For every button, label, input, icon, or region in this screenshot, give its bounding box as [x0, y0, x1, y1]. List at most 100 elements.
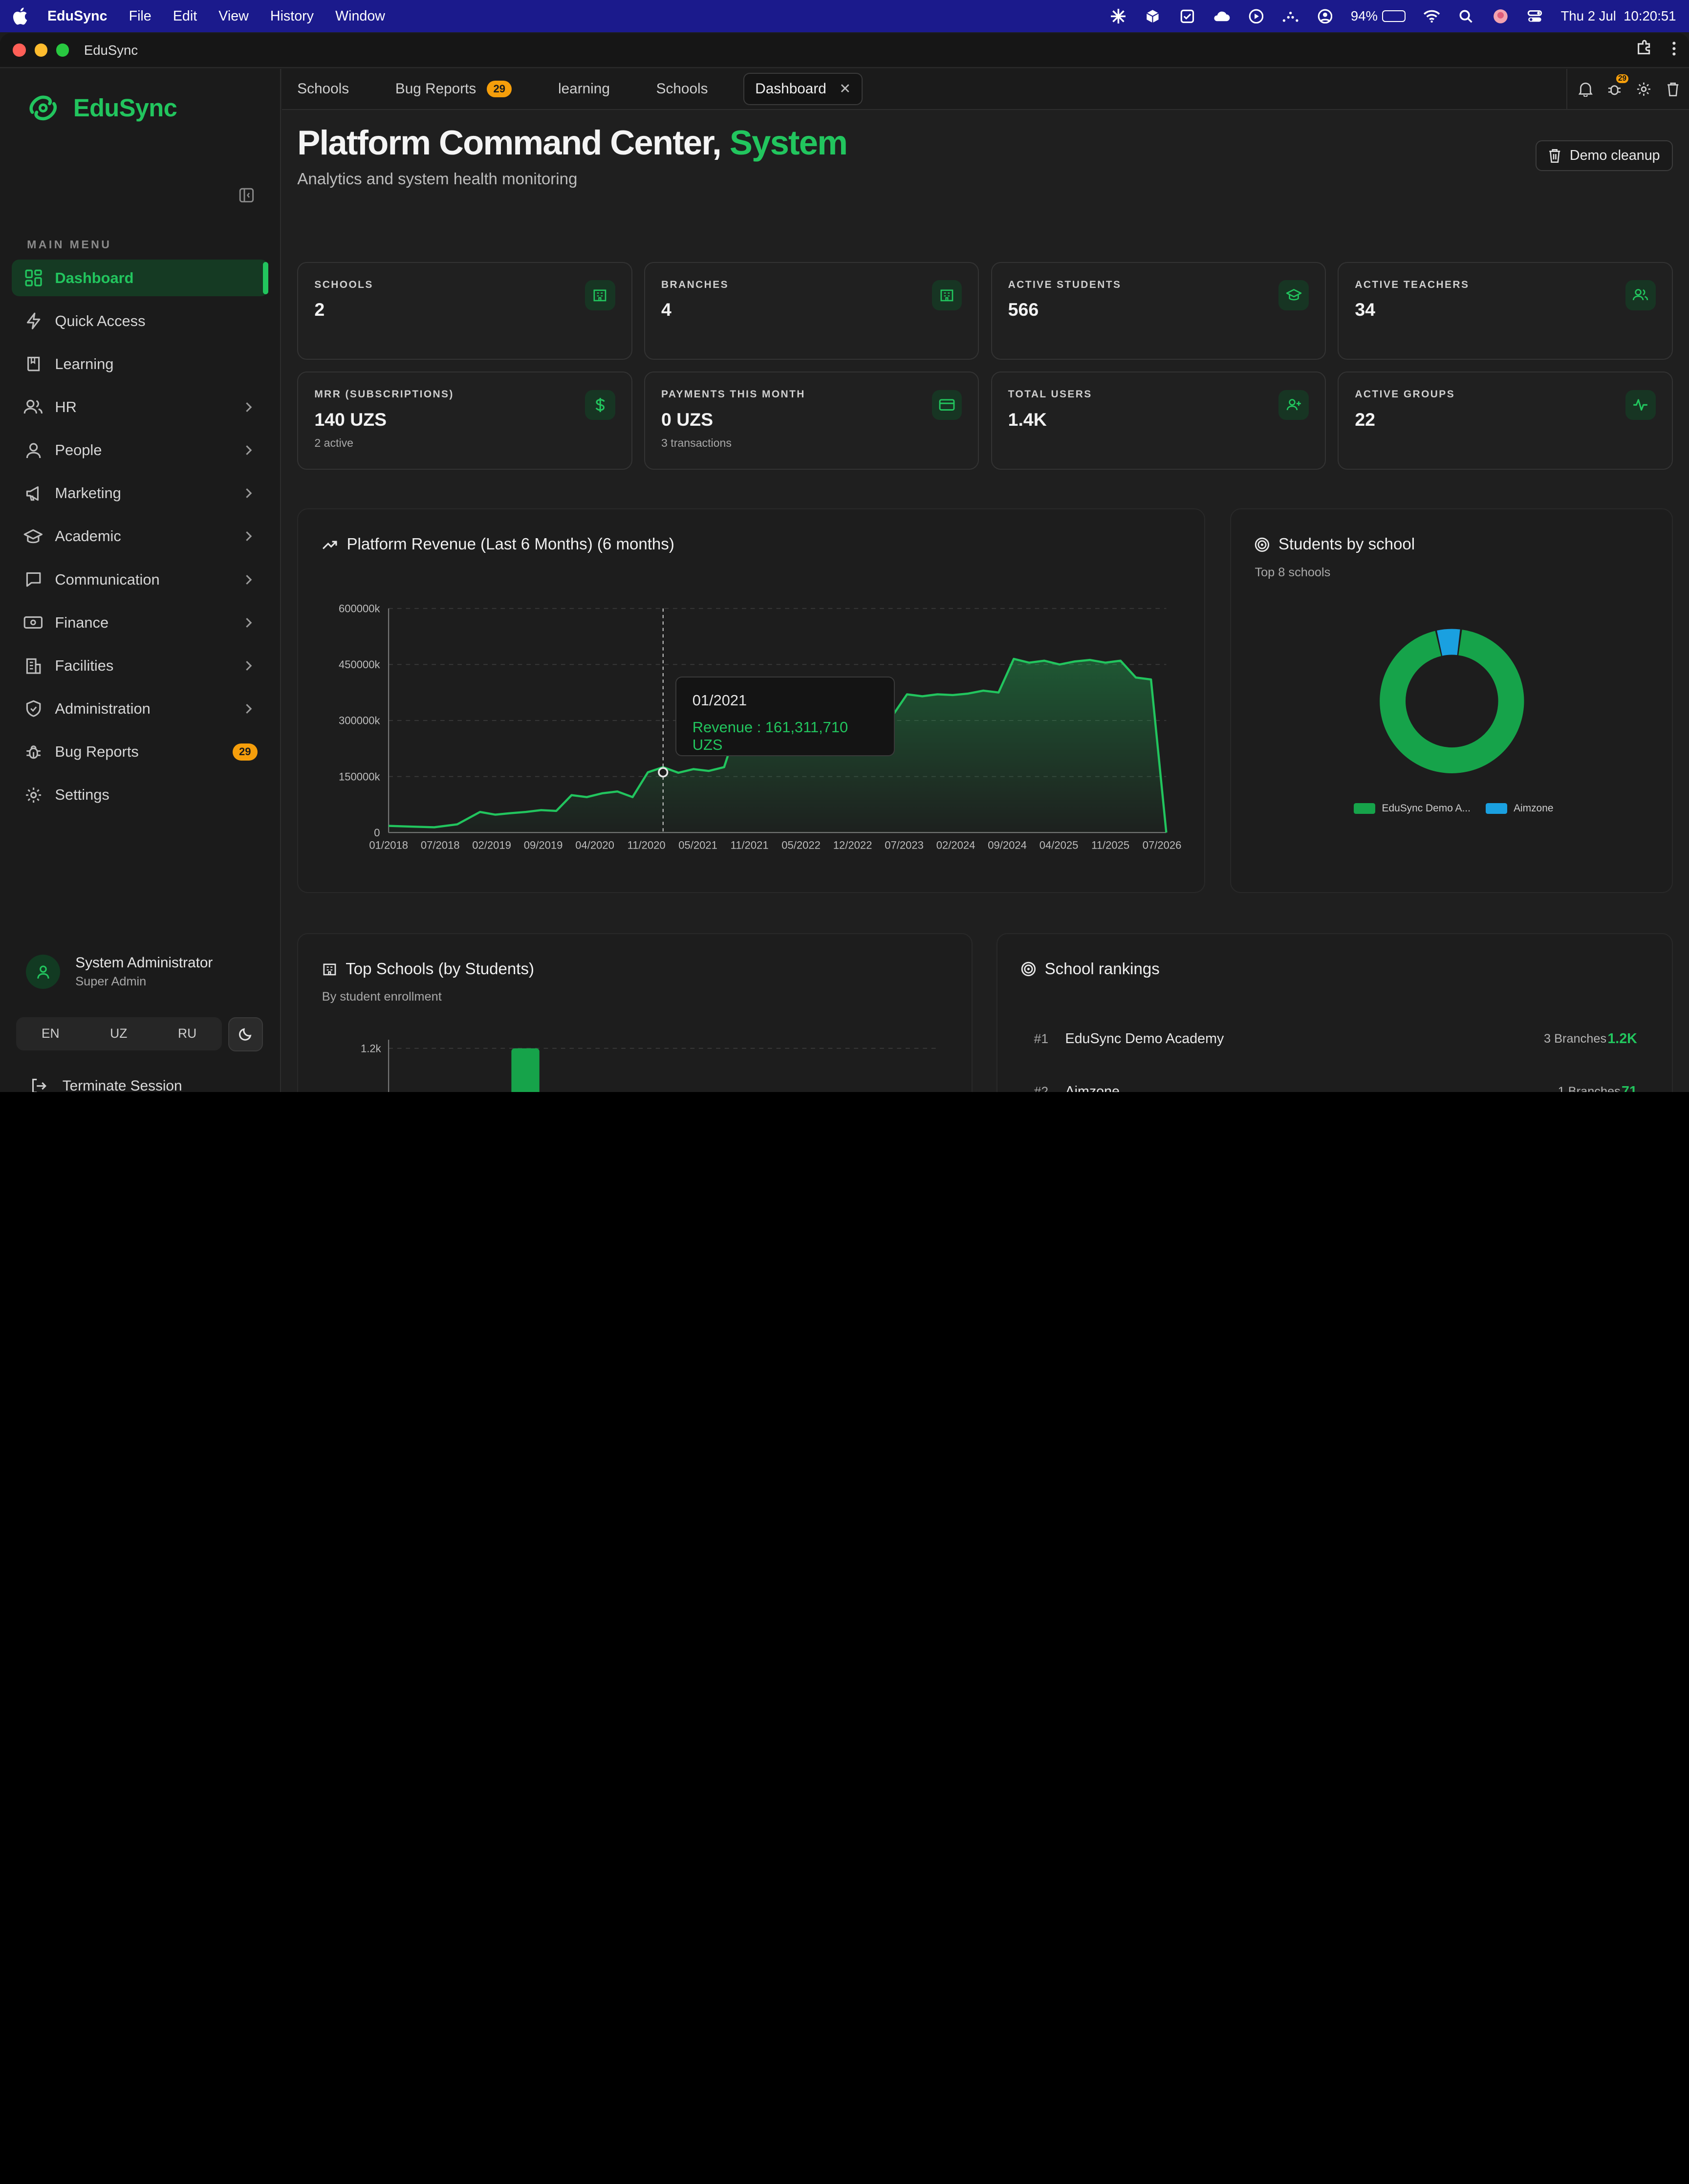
- sidebar-item-finance[interactable]: Finance: [12, 604, 268, 641]
- sidebar-item-hr[interactable]: HR: [12, 389, 268, 426]
- main-menu-label: MAIN MENU: [27, 238, 112, 251]
- bug-count-badge: 29: [232, 743, 258, 761]
- dots-icon[interactable]: [1282, 7, 1299, 24]
- sidebar-item-learning[interactable]: Learning: [12, 346, 268, 382]
- cube-icon[interactable]: [1144, 7, 1161, 24]
- wifi-icon[interactable]: [1423, 7, 1440, 24]
- sidebar-item-marketing[interactable]: Marketing: [12, 475, 268, 512]
- close-window-button[interactable]: [13, 44, 26, 57]
- tooltip-revenue: Revenue : 161,311,710 UZS: [692, 719, 848, 754]
- menubar-window[interactable]: Window: [335, 8, 385, 24]
- legend-item-edusync[interactable]: EduSync Demo A...: [1354, 803, 1471, 814]
- minimize-window-button[interactable]: [34, 44, 47, 57]
- main-content: Platform Command Center, System Analytic…: [282, 111, 1689, 1092]
- stat-value: 2: [314, 299, 325, 320]
- bar-edusync[interactable]: [511, 1048, 540, 1092]
- spotlight-search-icon[interactable]: [1457, 7, 1474, 24]
- revenue-chart-title: Platform Revenue (Last 6 Months) (6 mont…: [322, 535, 674, 554]
- ranking-row[interactable]: #2 Aimzone 1 Branches 71: [1034, 1084, 1637, 1092]
- language-en-button[interactable]: EN: [41, 1026, 60, 1041]
- apple-logo-icon[interactable]: [13, 7, 30, 25]
- tab-toolbar: 29: [1566, 69, 1689, 110]
- user-circle-icon[interactable]: [1316, 7, 1333, 24]
- language-ru-button[interactable]: RU: [178, 1026, 197, 1041]
- sparkle-icon[interactable]: [1109, 7, 1126, 24]
- sidebar-item-label: Learning: [55, 355, 114, 372]
- stat-value: 0 UZS: [661, 409, 714, 430]
- x-tick-label: 07/2018: [421, 839, 460, 852]
- trash-icon[interactable]: [1665, 82, 1680, 97]
- demo-cleanup-button[interactable]: Demo cleanup: [1535, 140, 1673, 172]
- battery-status[interactable]: 94%: [1351, 8, 1406, 24]
- tab-schools[interactable]: Schools: [297, 81, 349, 97]
- theme-toggle-button[interactable]: [228, 1017, 263, 1052]
- top-schools-card: Top Schools (by Students) By student enr…: [297, 933, 973, 1092]
- tab-learning[interactable]: learning: [558, 81, 610, 97]
- tab-dashboard[interactable]: Dashboard ✕: [743, 73, 863, 105]
- menubar-history[interactable]: History: [270, 8, 314, 24]
- sidebar-item-academic[interactable]: Academic: [12, 518, 268, 555]
- bug-icon: [22, 741, 44, 763]
- sidebar-item-quick-access[interactable]: Quick Access: [12, 303, 268, 339]
- more-vertical-icon[interactable]: [1672, 41, 1676, 60]
- students-donut-chart[interactable]: [1231, 509, 1674, 894]
- y-tick-label: 150000k: [339, 771, 381, 783]
- building-icon: [931, 280, 962, 310]
- sidebar-item-label: Quick Access: [55, 312, 146, 329]
- menubar-edit[interactable]: Edit: [173, 8, 197, 24]
- menubar-app-name[interactable]: EduSync: [47, 8, 108, 24]
- app-window: EduSync EduSync MAIN MENU Dashboard: [0, 33, 1689, 1092]
- sidebar-item-administration[interactable]: Administration: [12, 691, 268, 727]
- sidebar-item-facilities[interactable]: Facilities: [12, 647, 268, 684]
- menubar-view[interactable]: View: [218, 8, 249, 24]
- sidebar-item-people[interactable]: People: [12, 432, 268, 469]
- language-uz-button[interactable]: UZ: [110, 1026, 128, 1041]
- notifications-bell-icon[interactable]: [1578, 82, 1593, 97]
- stat-value: 1.4K: [1008, 409, 1047, 430]
- legend-item-aimzone[interactable]: Aimzone: [1485, 803, 1553, 814]
- close-tab-icon[interactable]: ✕: [839, 81, 851, 97]
- play-circle-icon[interactable]: [1247, 7, 1264, 24]
- donut-slice-aimzone[interactable]: [1380, 629, 1524, 774]
- sidebar-item-dashboard[interactable]: Dashboard: [12, 260, 268, 297]
- sidebar-collapse-icon[interactable]: [239, 187, 256, 204]
- stat-card-branches: BRANCHES 4: [644, 262, 979, 360]
- sidebar-item-bug-reports[interactable]: Bug Reports 29: [12, 734, 268, 770]
- settings-gear-icon[interactable]: [1636, 82, 1651, 97]
- zoom-window-button[interactable]: [56, 44, 69, 57]
- sidebar-item-settings[interactable]: Settings: [12, 777, 268, 813]
- stat-label: TOTAL USERS: [1008, 389, 1092, 400]
- sidebar-item-label: Academic: [55, 527, 121, 545]
- chevron-right-icon: [244, 616, 257, 629]
- users-icon: [1625, 280, 1656, 310]
- menubar-file[interactable]: File: [129, 8, 152, 24]
- donut-slice-edusync[interactable]: [1380, 629, 1524, 774]
- cloud-icon[interactable]: [1213, 7, 1230, 24]
- school-rankings-title-text: School rankings: [1044, 960, 1160, 978]
- sidebar: EduSync MAIN MENU Dashboard Quick Access…: [0, 69, 282, 1092]
- users-icon: [22, 396, 44, 418]
- user-profile-card[interactable]: System Administrator Super Admin: [25, 954, 213, 989]
- menubar-datetime[interactable]: Thu 2 Jul 10:20:51: [1560, 8, 1676, 24]
- sidebar-item-communication[interactable]: Communication: [12, 561, 268, 598]
- stat-card-active-students: ACTIVE STUDENTS 566: [991, 262, 1326, 360]
- brand-logo[interactable]: EduSync: [26, 93, 177, 123]
- page-title: Platform Command Center, System: [297, 123, 848, 162]
- stat-sub: 3 transactions: [661, 437, 732, 450]
- students-by-school-subtitle: Top 8 schools: [1255, 565, 1331, 579]
- control-center-icon[interactable]: [1526, 7, 1543, 24]
- ranking-branches: 3 Branches: [1544, 1032, 1607, 1046]
- shield-check-icon[interactable]: [1178, 7, 1195, 24]
- tab-bug-reports[interactable]: Bug Reports 29: [395, 80, 512, 98]
- bug-report-tool-icon[interactable]: 29: [1607, 74, 1629, 97]
- ranking-row[interactable]: #1 EduSync Demo Academy 3 Branches 1.2K: [1034, 1031, 1637, 1047]
- terminate-session-button[interactable]: Terminate Session: [30, 1077, 182, 1092]
- tab-schools-2[interactable]: Schools: [656, 81, 708, 97]
- profile-avatar-icon[interactable]: [1492, 7, 1509, 24]
- stat-card-total-users: TOTAL USERS 1.4K: [991, 371, 1326, 470]
- x-tick-label: 02/2024: [936, 839, 975, 852]
- extensions-icon[interactable]: [1635, 40, 1652, 60]
- bug-tool-badge: 29: [1616, 74, 1629, 84]
- stat-label: ACTIVE STUDENTS: [1008, 279, 1122, 290]
